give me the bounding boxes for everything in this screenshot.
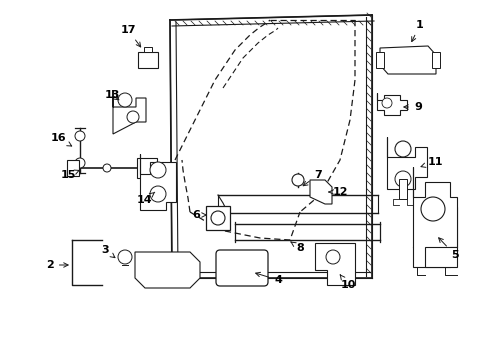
Circle shape — [127, 111, 139, 123]
Polygon shape — [140, 154, 176, 210]
Polygon shape — [424, 247, 456, 267]
Polygon shape — [386, 137, 426, 189]
Text: 2: 2 — [46, 260, 68, 270]
Text: 16: 16 — [50, 133, 72, 146]
Circle shape — [150, 162, 165, 178]
Text: 5: 5 — [438, 238, 458, 260]
Bar — [143, 47, 152, 52]
Polygon shape — [309, 180, 331, 204]
Polygon shape — [314, 243, 354, 285]
Circle shape — [75, 131, 85, 141]
Circle shape — [118, 93, 132, 107]
Text: 1: 1 — [411, 20, 423, 41]
Circle shape — [118, 250, 132, 264]
Text: 4: 4 — [255, 272, 282, 285]
Bar — [205, 206, 229, 230]
Polygon shape — [412, 167, 456, 267]
Bar — [67, 160, 79, 176]
Bar — [137, 158, 157, 178]
Bar — [431, 52, 439, 68]
Polygon shape — [379, 46, 435, 74]
Circle shape — [325, 250, 339, 264]
Polygon shape — [113, 90, 146, 134]
Text: 8: 8 — [290, 242, 303, 253]
Circle shape — [103, 164, 111, 172]
Text: 13: 13 — [104, 90, 120, 100]
Circle shape — [420, 197, 444, 221]
Text: 6: 6 — [192, 210, 206, 220]
Text: 11: 11 — [420, 157, 442, 167]
Circle shape — [394, 141, 410, 157]
Polygon shape — [135, 252, 200, 288]
Circle shape — [210, 211, 224, 225]
Text: 14: 14 — [137, 192, 154, 205]
Polygon shape — [376, 93, 406, 115]
Circle shape — [394, 171, 410, 187]
Text: 17: 17 — [120, 25, 141, 47]
Text: 9: 9 — [403, 102, 421, 112]
Text: 10: 10 — [340, 275, 355, 290]
Bar — [138, 52, 158, 68]
Text: 15: 15 — [60, 170, 79, 180]
Text: 7: 7 — [303, 170, 321, 186]
FancyBboxPatch shape — [216, 250, 267, 286]
Bar — [398, 179, 406, 199]
Bar — [375, 52, 383, 68]
Circle shape — [381, 98, 391, 108]
Text: 12: 12 — [328, 187, 347, 197]
Circle shape — [75, 158, 85, 168]
Text: 3: 3 — [101, 245, 115, 258]
Circle shape — [291, 174, 304, 186]
Circle shape — [150, 186, 165, 202]
